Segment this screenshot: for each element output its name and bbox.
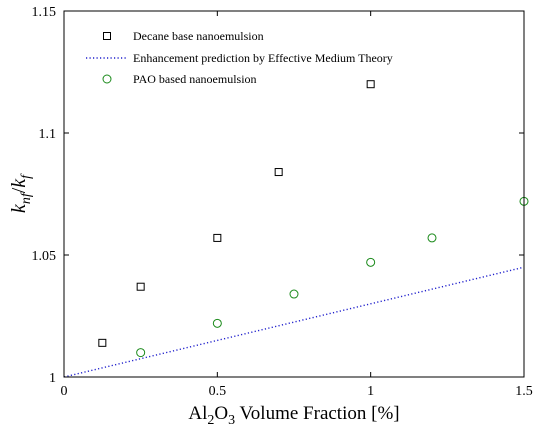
axis-ticks: [63, 10, 525, 378]
decane-point: [136, 282, 145, 291]
plot-frame: [63, 10, 525, 378]
pao-point: [289, 289, 299, 299]
y-axis-label: knf/kf: [8, 173, 34, 213]
y-tick-label: 1.1: [39, 127, 57, 142]
legend: Decane base nanoemulsion Enhancement pre…: [86, 29, 393, 86]
plot-background: [64, 11, 524, 377]
data-marks: [63, 80, 529, 378]
decane-point: [213, 233, 222, 242]
pao-point: [427, 233, 437, 243]
pao-point: [212, 318, 222, 328]
decane-point: [274, 168, 283, 177]
x-tick-label: 1.5: [515, 384, 533, 399]
legend-label-emt: Enhancement prediction by Effective Medi…: [133, 51, 393, 65]
x-tick-label: 0: [61, 384, 68, 399]
legend-square-marker: [103, 32, 111, 40]
legend-circle-marker: [102, 74, 112, 84]
tick-labels: 0 0.5 1 1.5 1 1.05 1.1 1.15: [32, 5, 533, 399]
decane-point: [366, 80, 375, 89]
y-tick-label: 1.05: [32, 249, 57, 264]
pao-point: [366, 257, 376, 267]
decane-point: [98, 338, 107, 347]
x-axis-label: Al2O3 Volume Fraction [%]: [188, 403, 399, 428]
legend-label-decane: Decane base nanoemulsion: [133, 29, 264, 43]
y-tick-label: 1.15: [32, 5, 57, 20]
x-tick-label: 0.5: [209, 384, 227, 399]
pao-point: [136, 348, 146, 358]
y-tick-label: 1: [49, 371, 56, 386]
legend-label-pao: PAO based nanoemulsion: [133, 72, 257, 86]
x-tick-label: 1: [367, 384, 374, 399]
